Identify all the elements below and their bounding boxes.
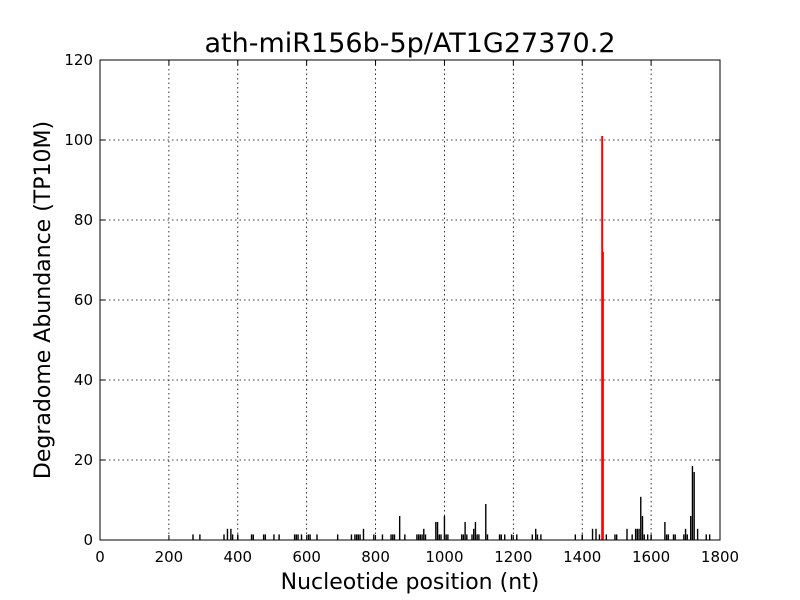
- y-tick-label: 100: [64, 131, 93, 149]
- chart-title: ath-miR156b-5p/AT1G27370.2: [205, 28, 616, 59]
- x-tick-label: 1400: [563, 548, 601, 566]
- y-tick-label: 60: [74, 291, 93, 309]
- y-tick-label: 80: [74, 211, 93, 229]
- y-tick-label: 0: [83, 531, 93, 549]
- x-tick-label: 1800: [701, 548, 739, 566]
- x-axis-label: Nucleotide position (nt): [281, 570, 540, 595]
- x-tick-label: 800: [361, 548, 390, 566]
- x-tick-label: 1200: [494, 548, 532, 566]
- x-tick-label: 400: [223, 548, 252, 566]
- y-tick-label: 20: [74, 451, 93, 469]
- x-tick-label: 200: [155, 548, 184, 566]
- x-tick-label: 600: [292, 548, 321, 566]
- x-tick-label: 1000: [425, 548, 463, 566]
- grid-lines: [100, 60, 720, 540]
- x-tick-label: 1600: [632, 548, 670, 566]
- y-axis-label: Degradome Abundance (TP10M): [31, 121, 56, 479]
- axis-ticks: 0 200 400 600 800 1000 1200 1400 1600 1800 0 20 40 60…: [64, 51, 739, 566]
- x-tick-label: 0: [95, 548, 105, 566]
- y-tick-label: 120: [64, 51, 93, 69]
- y-tick-label: 40: [74, 371, 93, 389]
